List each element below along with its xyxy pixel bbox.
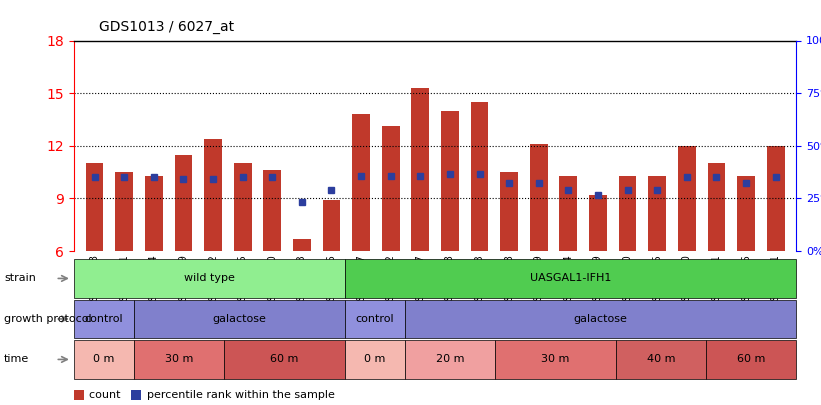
Text: strain: strain (4, 273, 36, 283)
Text: 40 m: 40 m (647, 354, 675, 364)
Text: 30 m: 30 m (541, 354, 570, 364)
Text: count: count (82, 390, 121, 400)
Text: percentile rank within the sample: percentile rank within the sample (140, 390, 334, 400)
Text: growth protocol: growth protocol (4, 314, 92, 324)
Text: wild type: wild type (184, 273, 235, 283)
Bar (323, 200, 341, 251)
Bar (411, 88, 429, 251)
Bar (589, 195, 607, 251)
Text: 60 m: 60 m (737, 354, 765, 364)
Bar (500, 172, 518, 251)
Text: UASGAL1-IFH1: UASGAL1-IFH1 (530, 273, 612, 283)
Bar (145, 176, 163, 251)
Bar (708, 163, 725, 251)
Text: galactose: galactose (574, 314, 627, 324)
Text: 20 m: 20 m (436, 354, 465, 364)
Bar (115, 172, 133, 251)
Bar (175, 155, 192, 251)
Text: 60 m: 60 m (270, 354, 299, 364)
Text: time: time (4, 354, 30, 364)
Bar (767, 146, 785, 251)
Text: 0 m: 0 m (94, 354, 115, 364)
Bar (619, 176, 636, 251)
Text: galactose: galactose (213, 314, 266, 324)
Bar (737, 176, 755, 251)
Bar (559, 176, 577, 251)
Text: 0 m: 0 m (365, 354, 386, 364)
Bar (470, 102, 488, 251)
Bar (85, 163, 103, 251)
Bar (649, 176, 666, 251)
Bar (382, 126, 400, 251)
Bar (204, 139, 222, 251)
Bar (441, 111, 459, 251)
Bar (352, 114, 370, 251)
Text: 30 m: 30 m (165, 354, 194, 364)
Bar (678, 146, 695, 251)
Bar (530, 144, 548, 251)
Bar (264, 171, 281, 251)
Text: control: control (85, 314, 123, 324)
Text: GDS1013 / 6027_at: GDS1013 / 6027_at (99, 20, 234, 34)
Bar (293, 239, 311, 251)
Text: control: control (355, 314, 394, 324)
Bar (234, 163, 251, 251)
